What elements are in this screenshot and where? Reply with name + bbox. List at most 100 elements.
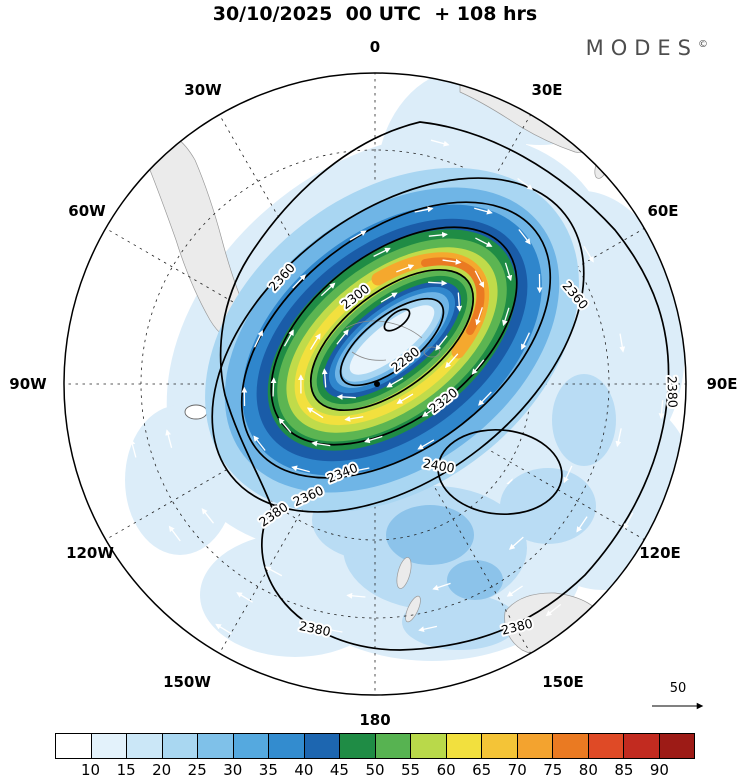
wind-arrow: [545, 603, 562, 617]
wind-arrow: [253, 435, 266, 451]
jet-core-deep-orange: [421, 257, 485, 335]
colorbar-cell: [162, 734, 198, 758]
colorbar-tick-label: 20: [152, 761, 172, 779]
colorbar-cell: [446, 734, 482, 758]
lon-label-0: 0: [370, 38, 380, 56]
wind-arrow: [504, 262, 513, 282]
wind-arrow: [421, 405, 439, 417]
wind-arrow: [509, 536, 524, 550]
wind-arrow: [346, 592, 366, 599]
wind-arrow: [292, 274, 306, 289]
colorbar: [55, 733, 695, 759]
colorbar-cell: [340, 734, 376, 758]
wind-arrow: [428, 280, 448, 286]
lon-label-30w: 30W: [184, 81, 222, 99]
wind-arrow: [432, 582, 451, 591]
colorbar-cell: [588, 734, 624, 758]
colorbar-cell: [233, 734, 269, 758]
wind-arrow: [576, 516, 588, 533]
colorbar-tick-label: 40: [294, 761, 314, 779]
wind-arrow: [344, 415, 364, 422]
colorbar-cell: [56, 734, 92, 758]
wind-arrow: [309, 333, 321, 350]
colorbar-cell: [659, 734, 694, 758]
wind-arrow: [349, 230, 367, 241]
colorbar-tick-label: 30: [223, 761, 243, 779]
colorbar-tick-label: 45: [329, 761, 349, 779]
colorbar-tick-label: 10: [81, 761, 101, 779]
wind-arrow: [270, 377, 277, 397]
wind-arrows-layer: [129, 139, 665, 672]
wind-arrow: [471, 359, 485, 375]
colorbar-cell: [91, 734, 127, 758]
wind-arrow: [518, 229, 531, 245]
wind-arrow: [165, 429, 173, 448]
wind-arrow: [658, 400, 665, 420]
colorbar-tick-labels: 10 15 20 25 30 35 40 45 50 55 60 65 70 75 80 85 90: [55, 761, 695, 781]
colorbar-cell: [411, 734, 447, 758]
wind-arrow: [456, 292, 463, 312]
wind-arrow: [350, 467, 370, 474]
wind-arrow: [254, 329, 263, 348]
contour-label: 2400: [422, 455, 456, 475]
colorbar-tick-label: 25: [187, 761, 207, 779]
wind-arrow: [373, 247, 391, 257]
map-boundary: [63, 72, 687, 696]
lon-label-120w: 120W: [66, 544, 114, 562]
wind-arrow: [311, 440, 331, 447]
colorbar-tick-label: 80: [578, 761, 598, 779]
wind-arrow: [428, 231, 448, 238]
island-outline: [184, 404, 208, 420]
new-zealand-south: [405, 595, 421, 623]
lon-label-90e: 90E: [706, 375, 737, 393]
colorbar-cell: [624, 734, 660, 758]
wind-arrow: [215, 623, 232, 635]
colorbar-tick-label: 50: [365, 761, 385, 779]
wind-arrow: [474, 207, 493, 215]
wind-arrow: [336, 394, 356, 400]
wind-arrow: [474, 270, 485, 288]
wind-arrow: [236, 592, 253, 603]
lon-label-150e: 150E: [542, 673, 584, 691]
wind-arrow: [521, 332, 530, 351]
reference-vector-label: 50: [670, 681, 687, 696]
wind-arrow: [386, 377, 404, 388]
colorbar-cell: [517, 734, 553, 758]
colorbar-tick-label: 75: [543, 761, 563, 779]
wind-arrow: [201, 508, 215, 524]
wind-arrow: [133, 540, 145, 557]
wind-arrow: [583, 245, 594, 263]
colorbar-cell: [127, 734, 163, 758]
wind-arrow: [283, 329, 294, 347]
colorbar-tick-label: 15: [116, 761, 136, 779]
wind-arrow: [623, 512, 634, 530]
wind-arrow: [430, 139, 450, 147]
lon-label-180: 180: [359, 711, 390, 729]
wind-arrow: [417, 439, 435, 450]
chart-title: 30/10/2025 00 UTC + 108 hrs: [212, 3, 538, 25]
colorbar-tick-label: 60: [436, 761, 456, 779]
lon-label-90w: 90W: [9, 375, 47, 393]
wind-arrow: [323, 626, 343, 633]
lon-label-60w: 60W: [68, 202, 106, 220]
wind-arrow: [346, 292, 362, 305]
colorbar-cell: [482, 734, 518, 758]
lon-label-60e: 60E: [647, 202, 678, 220]
colorbar-cell: [304, 734, 340, 758]
reference-vector: 50: [652, 681, 704, 710]
colorbar-tick-label: 70: [507, 761, 527, 779]
wind-arrow: [306, 407, 324, 419]
lon-label-150w: 150W: [163, 673, 211, 691]
wind-arrow: [615, 428, 622, 448]
wind-arrow: [321, 368, 328, 388]
wind-arrow: [442, 258, 462, 265]
wind-arrow: [291, 465, 310, 473]
wind-arrow: [517, 177, 533, 190]
wind-arrow: [502, 307, 510, 327]
wind-arrow: [619, 333, 626, 353]
wind-arrow: [396, 264, 415, 273]
new-zealand-north: [396, 557, 412, 589]
wind-arrow: [364, 435, 383, 444]
lon-label-120e: 120E: [639, 544, 681, 562]
